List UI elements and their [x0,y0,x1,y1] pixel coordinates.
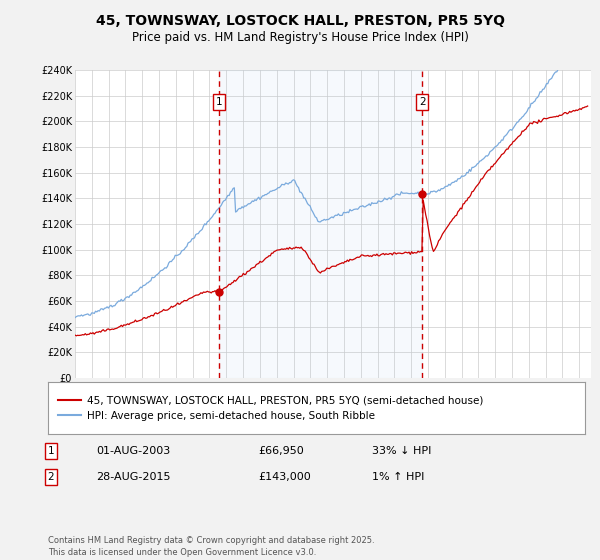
Legend: 45, TOWNSWAY, LOSTOCK HALL, PRESTON, PR5 5YQ (semi-detached house), HPI: Average: 45, TOWNSWAY, LOSTOCK HALL, PRESTON, PR5… [53,390,488,426]
Text: 1% ↑ HPI: 1% ↑ HPI [372,472,424,482]
Text: 2: 2 [419,97,425,108]
Text: 1: 1 [47,446,55,456]
Text: 28-AUG-2015: 28-AUG-2015 [96,472,170,482]
Text: 33% ↓ HPI: 33% ↓ HPI [372,446,431,456]
Text: £143,000: £143,000 [258,472,311,482]
Text: 01-AUG-2003: 01-AUG-2003 [96,446,170,456]
Text: £66,950: £66,950 [258,446,304,456]
Bar [219,70,422,378]
Text: Contains HM Land Registry data © Crown copyright and database right 2025.
This d: Contains HM Land Registry data © Crown c… [48,536,374,557]
Text: 1: 1 [216,97,223,108]
Text: 45, TOWNSWAY, LOSTOCK HALL, PRESTON, PR5 5YQ: 45, TOWNSWAY, LOSTOCK HALL, PRESTON, PR5… [95,14,505,28]
Text: Price paid vs. HM Land Registry's House Price Index (HPI): Price paid vs. HM Land Registry's House … [131,31,469,44]
Text: 2: 2 [47,472,55,482]
